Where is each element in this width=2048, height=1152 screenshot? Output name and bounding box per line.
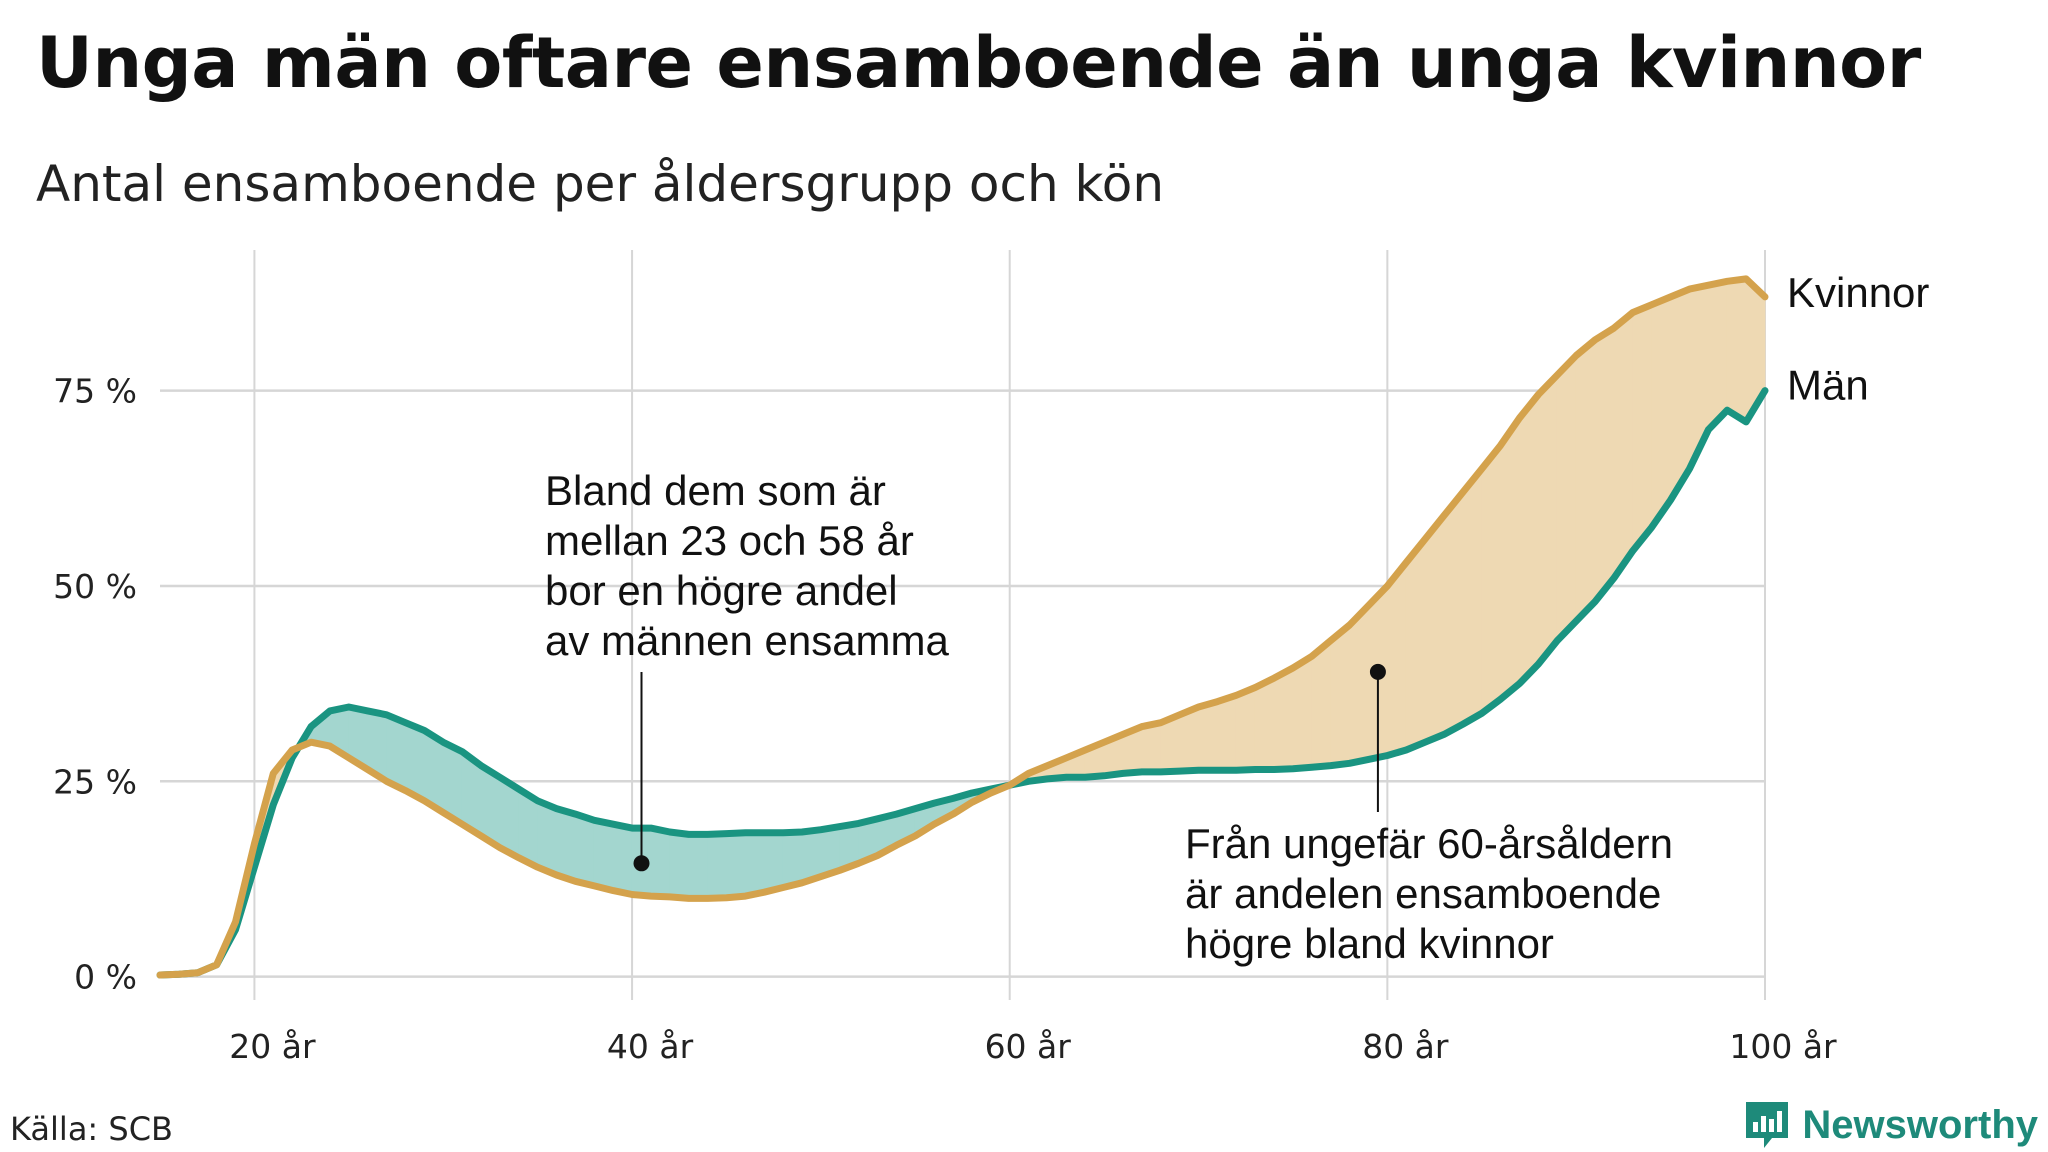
- gap-fill-segment: [1613, 311, 1634, 580]
- annotation-line: högre bland kvinnor: [1185, 920, 1554, 967]
- gap-fill-segment: [650, 827, 671, 898]
- gap-fill-segment: [1254, 677, 1275, 770]
- gap-fill-segment: [1349, 604, 1369, 764]
- gap-fill-segment: [575, 813, 595, 887]
- gap-fill-segment: [593, 819, 614, 892]
- gap-fill-segment: [1330, 624, 1350, 767]
- series-line-man: [156, 387, 1769, 979]
- line-area-chart: 20 år 40 år 60 år 80 år 100 år 0 % 25 % 50 % 75…: [53, 250, 1929, 1066]
- series-line-kvinnor: [156, 275, 1769, 979]
- y-axis-tick-labels: 0 % 25 % 50 % 75 %: [53, 372, 137, 997]
- gap-fill-segment: [1405, 537, 1426, 751]
- annotation-line: mellan 23 och 58 år: [545, 517, 914, 564]
- gap-fill-segment: [745, 832, 765, 897]
- gap-fill-segment: [1575, 338, 1596, 623]
- gap-fill-segment: [1651, 296, 1671, 529]
- gap-fill-segment: [1424, 514, 1445, 743]
- y-tick-label: 75 %: [53, 372, 137, 411]
- gap-fill-segment: [612, 823, 633, 895]
- annotation-line: Från ungefär 60-årsåldern: [1185, 820, 1673, 867]
- bar-chart-icon: [1746, 1102, 1789, 1148]
- gap-fill-segment: [726, 832, 746, 899]
- gap-fill-segment: [1500, 416, 1520, 701]
- gap-fill-segment: [707, 833, 727, 899]
- gap-fill-segment: [1632, 304, 1653, 552]
- gap-fill-segment: [1462, 467, 1483, 725]
- gap-fill-segment: [782, 831, 803, 889]
- series-end-labels: Kvinnor Män: [1787, 269, 1929, 409]
- gap-fill-segment: [1311, 639, 1332, 768]
- gap-fill-areas: [159, 277, 1766, 976]
- series-lines: [156, 275, 1769, 979]
- gap-fill-segment: [1726, 278, 1747, 423]
- annotation-dot-young: [633, 855, 650, 872]
- gap-fill-segment: [1387, 561, 1407, 757]
- gap-fill-segment: [1292, 655, 1313, 770]
- gap-fill-segment: [1708, 280, 1728, 431]
- gap-fill-segment: [1235, 686, 1256, 771]
- gap-fill-segment: [1538, 374, 1558, 666]
- annotation-line: av männen ensamma: [545, 617, 950, 664]
- brand-name: Newsworthy: [1802, 1102, 2038, 1147]
- x-tick-label: 100 år: [1729, 1027, 1837, 1066]
- gap-fill-segment: [1198, 701, 1218, 771]
- annotation-text-old: Från ungefär 60-årsåldern är andelen ensa…: [1185, 820, 1673, 967]
- gap-fill-segment: [1594, 327, 1615, 603]
- x-tick-label: 40 år: [607, 1027, 694, 1066]
- gap-fill-segment: [1481, 444, 1501, 715]
- annotation-line: är andelen ensamboende: [1185, 870, 1661, 917]
- annotation-dot-old: [1369, 663, 1386, 680]
- gap-fill-segment: [1443, 491, 1464, 736]
- gap-fill-segment: [1519, 393, 1539, 685]
- gap-fill-segment: [1273, 667, 1294, 770]
- gap-fill-segment: [688, 834, 708, 899]
- annotation-text-young: Bland dem som är mellan 23 och 58 år bor e…: [545, 467, 950, 664]
- x-tick-label: 60 år: [985, 1027, 1072, 1066]
- x-tick-label: 80 år: [1362, 1027, 1449, 1066]
- annotation-line: Bland dem som är: [545, 467, 886, 514]
- chart-title: Unga män oftare ensamboende än unga kvin…: [36, 22, 1921, 104]
- series-label-kvinnor: Kvinnor: [1787, 269, 1929, 316]
- gap-fill-segment: [1556, 354, 1577, 642]
- annotation-line: bor en högre andel: [545, 567, 898, 614]
- gap-fill-segment: [763, 832, 784, 893]
- y-tick-label: 50 %: [53, 567, 137, 606]
- gap-fill-segment: [1141, 722, 1162, 773]
- chart-subtitle: Antal ensamboende per åldersgrupp och kö…: [36, 155, 1165, 213]
- gap-fill-segment: [669, 831, 690, 899]
- series-label-man: Män: [1787, 362, 1869, 409]
- source-note: Källa: SCB: [10, 1110, 173, 1148]
- gap-fill-segment: [537, 800, 557, 876]
- y-tick-label: 25 %: [53, 762, 137, 801]
- gap-fill-segment: [556, 808, 576, 882]
- gap-fill-segment: [1217, 694, 1237, 771]
- brand-logo: Newsworthy: [1744, 1100, 2038, 1150]
- annotations: Bland dem som är mellan 23 och 58 år bor e…: [545, 467, 1673, 967]
- x-axis-tick-labels: 20 år 40 år 60 år 80 år 100 år: [229, 1027, 1837, 1066]
- y-tick-label: 0 %: [74, 958, 137, 997]
- x-tick-label: 20 år: [229, 1027, 316, 1066]
